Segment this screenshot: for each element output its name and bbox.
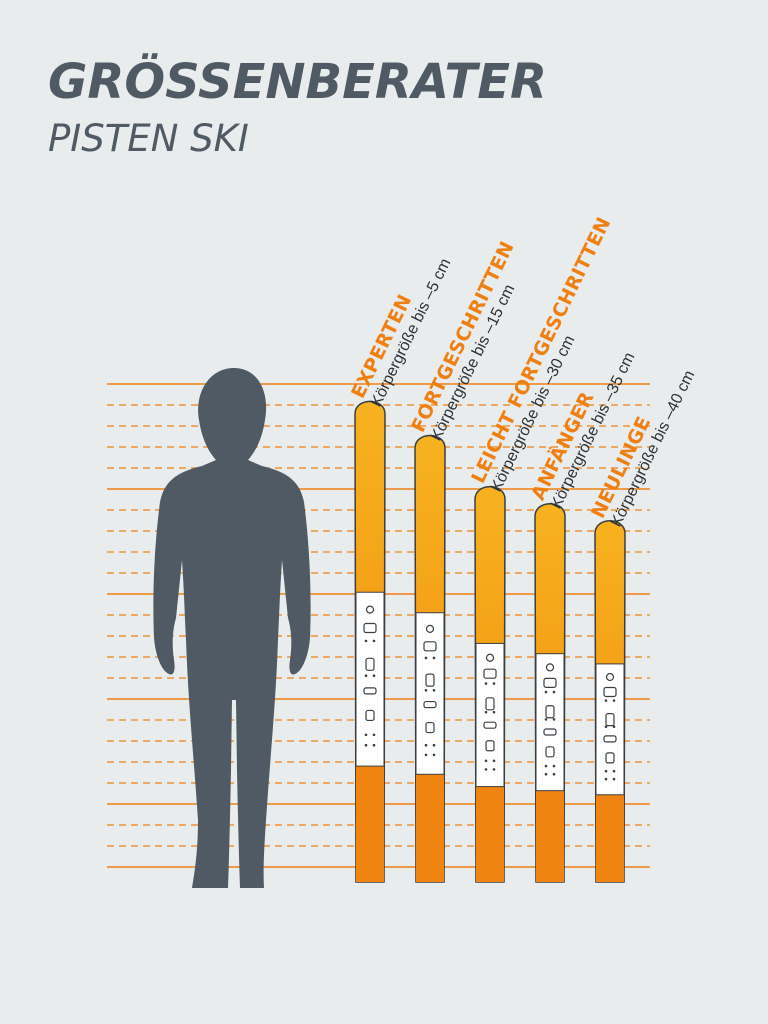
ski-neulinge [594,520,626,883]
binding-detail [425,624,435,633]
binding-detail [425,721,435,734]
ski-binding-area [475,642,505,788]
binding-detail [605,752,615,764]
binding-screw [552,764,556,768]
binding-screw [544,764,548,768]
binding-detail [425,673,435,687]
binding-detail [363,687,377,695]
binding-screw [364,674,368,677]
ski-leicht-fortgeschritten [474,485,506,883]
binding-screw [424,656,428,660]
binding-screw [552,772,556,776]
ski-binding-area [355,591,385,767]
ski-tail [476,786,504,882]
binding-detail [543,677,557,688]
binding-screw [432,688,436,692]
binding-screw [364,639,368,643]
binding-detail [485,697,495,711]
binding-screw [492,759,496,763]
binding-screw [372,733,376,737]
binding-screw [484,759,488,763]
person-silhouette [153,368,311,888]
binding-screw [424,743,428,747]
page-title: GRÖSSENBERATER [48,54,547,110]
binding-detail [483,668,497,679]
binding-screw [424,688,428,692]
binding-detail [545,746,555,758]
binding-screw [492,710,496,714]
ski-experten [354,400,386,883]
skis-group [354,400,626,883]
binding-detail [545,705,555,719]
ski-binding-area [535,653,565,792]
binding-detail [423,700,437,709]
binding-screw [544,718,548,721]
binding-screw [432,743,436,747]
binding-screw [372,674,376,677]
binding-detail [485,740,495,752]
binding-detail [543,728,557,736]
binding-screw [484,682,488,685]
binding-detail [605,672,615,682]
binding-detail [365,657,375,671]
binding-screw [484,768,488,771]
binding-detail [605,713,615,727]
binding-screw [612,769,616,773]
ski-tail [356,766,384,882]
binding-screw [364,743,368,747]
binding-screw [492,768,496,771]
binding-detail [365,709,375,722]
binding-detail [423,641,437,652]
binding-screw [612,777,616,781]
binding-screw [372,639,376,643]
binding-screw [604,777,608,781]
ski-binding-area [415,612,445,775]
binding-screw [612,699,616,702]
binding-screw [604,769,608,773]
binding-detail [485,653,495,662]
ski-anfänger [534,502,566,883]
binding-screw [612,725,616,729]
ski-tail [536,790,564,882]
binding-screw [432,753,436,757]
binding-screw [372,743,376,747]
binding-detail [603,686,617,698]
binding-detail [363,622,377,634]
ski-binding-area [595,663,625,796]
binding-screw [432,656,436,660]
binding-screw [492,682,496,685]
binding-screw [364,733,368,737]
binding-screw [484,710,488,714]
binding-detail [603,735,617,743]
binding-screw [604,699,608,702]
ski-tail [416,774,444,882]
binding-screw [604,725,608,729]
ski-tail [596,794,624,882]
binding-screw [544,772,548,776]
binding-screw [552,718,556,721]
binding-detail [483,721,497,729]
binding-detail [365,605,375,614]
page-subtitle: PISTEN SKI [48,117,249,160]
binding-screw [552,690,556,694]
ski-fortgeschritten [414,434,446,883]
binding-screw [424,753,428,757]
binding-screw [544,690,548,694]
binding-detail [545,663,555,672]
